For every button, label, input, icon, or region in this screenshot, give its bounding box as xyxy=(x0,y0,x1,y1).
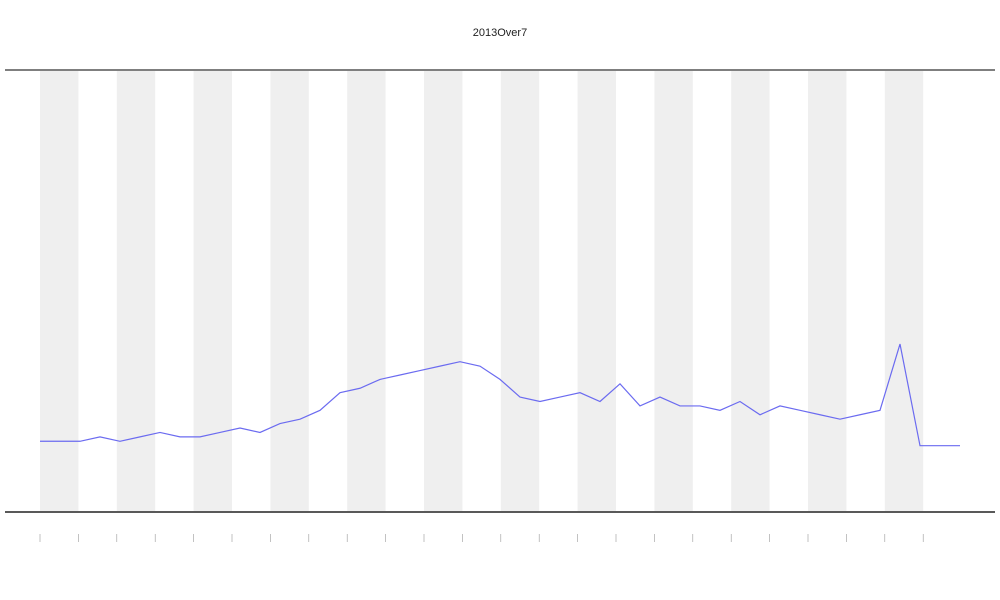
band xyxy=(270,71,309,511)
band xyxy=(347,71,386,511)
band xyxy=(193,71,232,511)
band xyxy=(654,71,693,511)
band xyxy=(884,71,924,511)
band xyxy=(808,71,847,511)
band xyxy=(424,71,463,511)
band xyxy=(731,71,770,511)
chart-title: 2013Over7 xyxy=(473,27,527,39)
band xyxy=(116,71,156,511)
series-line xyxy=(40,343,960,447)
band xyxy=(40,71,79,511)
band xyxy=(577,71,616,511)
background-bands xyxy=(39,71,924,542)
band xyxy=(500,71,540,511)
